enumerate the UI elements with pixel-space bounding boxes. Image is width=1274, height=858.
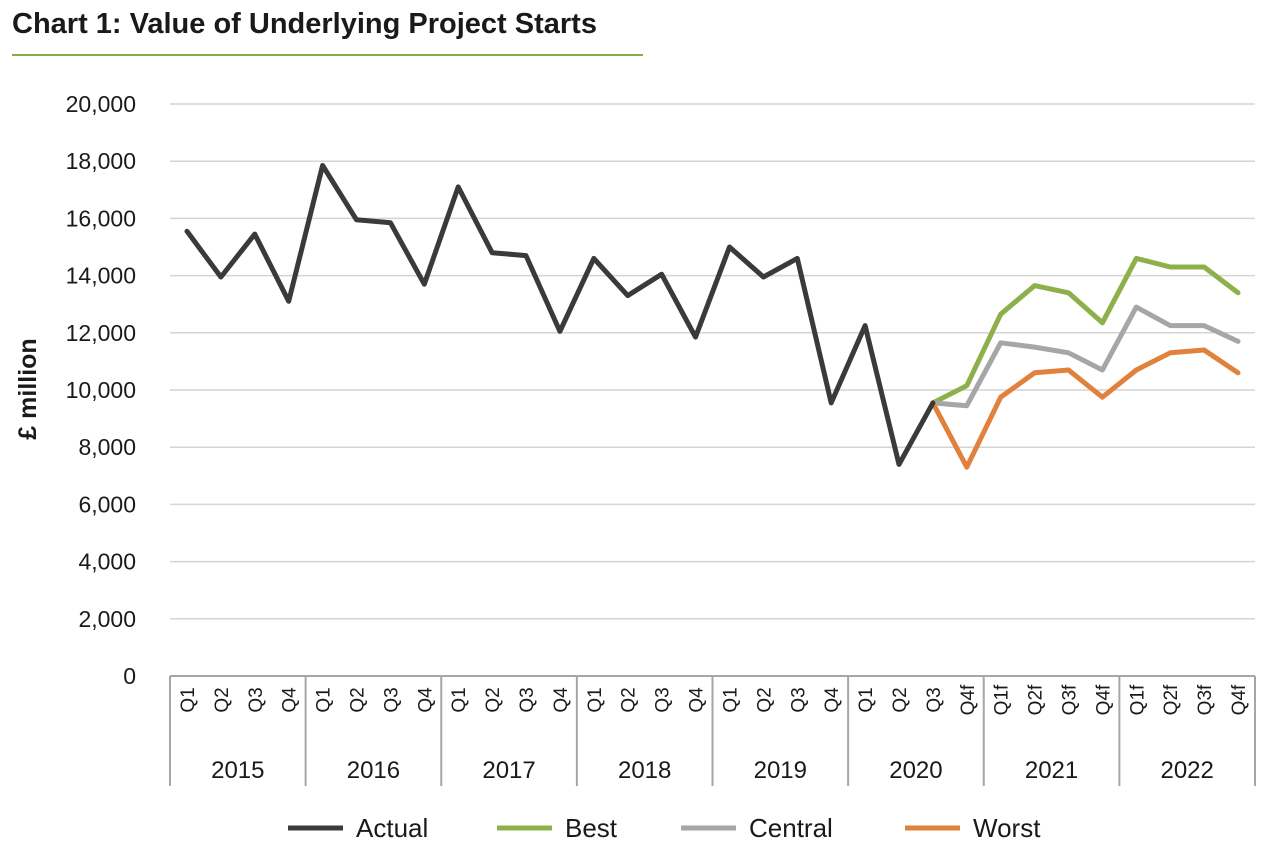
x-tick-label: Q3	[924, 687, 945, 712]
x-tick-label: Q1	[585, 687, 606, 712]
y-tick-label: 10,000	[66, 377, 136, 403]
series-lines	[184, 163, 1241, 470]
x-year-label: 2018	[618, 757, 671, 784]
x-tick-label: Q1	[856, 687, 877, 712]
legend-label-central: Central	[749, 813, 833, 843]
x-year-label: 2017	[482, 757, 535, 784]
series-line-central	[930, 304, 1241, 409]
x-year-label: 2021	[1025, 757, 1078, 784]
y-tick-label: 6,000	[78, 491, 136, 517]
x-tick-label: Q3	[788, 687, 809, 712]
x-tick-label: Q2	[754, 687, 775, 712]
gridlines	[170, 103, 1255, 620]
x-tick-label: Q2f	[1161, 684, 1182, 715]
x-tick-label: Q3	[381, 687, 402, 712]
x-tick-label: Q2	[619, 687, 640, 712]
x-tick-label: Q4f	[1093, 684, 1114, 715]
x-tick-label: Q4f	[1229, 684, 1250, 715]
x-tick-label: Q4	[551, 687, 572, 713]
x-tick-label: Q1	[449, 687, 470, 712]
x-axis: Q1 Q2 Q3 Q4 2015 Q1 Q2 Q3 Q4 2016 Q1 Q2 Q3 Q4 2017 Q1 Q2…	[169, 675, 1256, 786]
x-tick-label: Q4	[415, 687, 436, 713]
y-axis-ticks: 0 2,000 4,000 6,000 8,000 10,000 12,000 14,000 1…	[66, 91, 136, 689]
chart-title: Chart 1: Value of Underlying Project Sta…	[12, 8, 597, 40]
y-tick-label: 0	[123, 663, 136, 689]
x-tick-label: Q2	[890, 687, 911, 712]
x-tick-label: Q4	[280, 687, 301, 713]
x-tick-label: Q4	[687, 687, 708, 713]
x-tick-label: Q1	[314, 687, 335, 712]
x-tick-label: Q2	[347, 687, 368, 712]
legend-label-best: Best	[565, 813, 618, 843]
x-year-label: 2015	[211, 757, 264, 784]
x-year-label: 2016	[347, 757, 400, 784]
y-tick-label: 2,000	[78, 606, 136, 632]
x-year-label: 2019	[754, 757, 807, 784]
y-tick-label: 8,000	[78, 434, 136, 460]
y-tick-label: 12,000	[66, 320, 136, 346]
y-tick-label: 18,000	[66, 148, 136, 174]
x-tick-label: Q2	[483, 687, 504, 712]
title-underline	[12, 54, 643, 56]
x-tick-label: Q1	[720, 687, 741, 712]
legend-label-actual: Actual	[356, 813, 428, 843]
y-tick-label: 20,000	[66, 91, 136, 117]
x-year-label: 2020	[889, 757, 942, 784]
x-tick-label: Q2	[212, 687, 233, 712]
x-tick-label: Q1	[178, 687, 199, 712]
x-tick-label: Q3	[246, 687, 267, 712]
x-tick-label: Q4f	[958, 684, 979, 715]
x-tick-label: Q1f	[992, 684, 1013, 715]
x-tick-label: Q1f	[1127, 684, 1148, 715]
x-tick-label: Q2f	[1026, 684, 1047, 715]
x-tick-label: Q3f	[1195, 684, 1216, 715]
series-line-actual	[184, 163, 936, 467]
y-tick-label: 16,000	[66, 205, 136, 231]
y-axis-label: £ million	[14, 338, 42, 439]
x-tick-label: Q3f	[1060, 684, 1081, 715]
legend: Actual Best Central Worst	[288, 813, 1041, 843]
x-tick-label: Q3	[653, 687, 674, 712]
y-tick-label: 4,000	[78, 549, 136, 575]
series-line-best	[930, 255, 1241, 406]
x-tick-label: Q3	[517, 687, 538, 712]
series-line-worst	[930, 347, 1241, 470]
x-tick-label: Q4	[822, 687, 843, 713]
x-year-label: 2022	[1160, 757, 1213, 784]
y-tick-label: 14,000	[66, 263, 136, 289]
legend-label-worst: Worst	[973, 813, 1041, 843]
